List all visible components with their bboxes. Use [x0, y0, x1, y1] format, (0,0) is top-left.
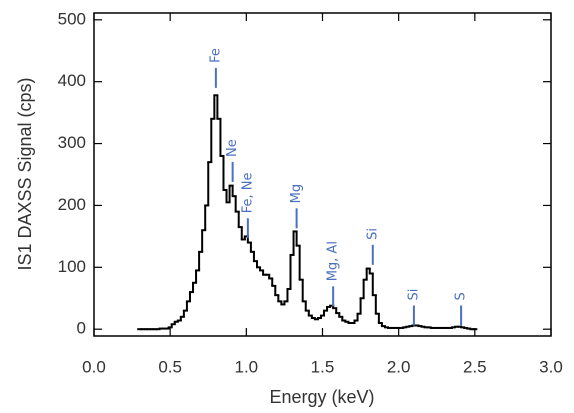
annotation-label: S	[454, 292, 469, 300]
y-tick-label: 300	[58, 133, 86, 152]
annotation-label: Si	[406, 289, 421, 301]
annotation-label: Mg, Al	[326, 241, 341, 281]
x-tick-label: 1.0	[235, 357, 259, 376]
annotation-label: Si	[365, 228, 380, 240]
y-axis-title: IS1 DAXSS Signal (cps)	[15, 77, 35, 270]
x-tick-label: 0.5	[158, 357, 182, 376]
y-tick-label: 400	[58, 71, 86, 90]
x-tick-label: 1.5	[311, 357, 335, 376]
x-axis-title: Energy (keV)	[269, 387, 374, 407]
y-tick-label: 200	[58, 195, 86, 214]
y-tick-label: 500	[58, 9, 86, 28]
annotation-label: Fe	[208, 48, 223, 63]
plot-frame	[93, 12, 552, 337]
x-tick-label: 2.0	[387, 357, 411, 376]
x-tick-label: 2.5	[463, 357, 487, 376]
annotation-label: Fe, Ne	[240, 172, 255, 213]
x-tick-label: 3.0	[539, 357, 563, 376]
x-tick-label: 0.0	[82, 357, 106, 376]
y-tick-label: 0	[77, 319, 86, 338]
y-tick-label: 100	[58, 257, 86, 276]
annotation-label: Ne	[225, 139, 240, 157]
annotation-label: Mg	[289, 184, 304, 203]
